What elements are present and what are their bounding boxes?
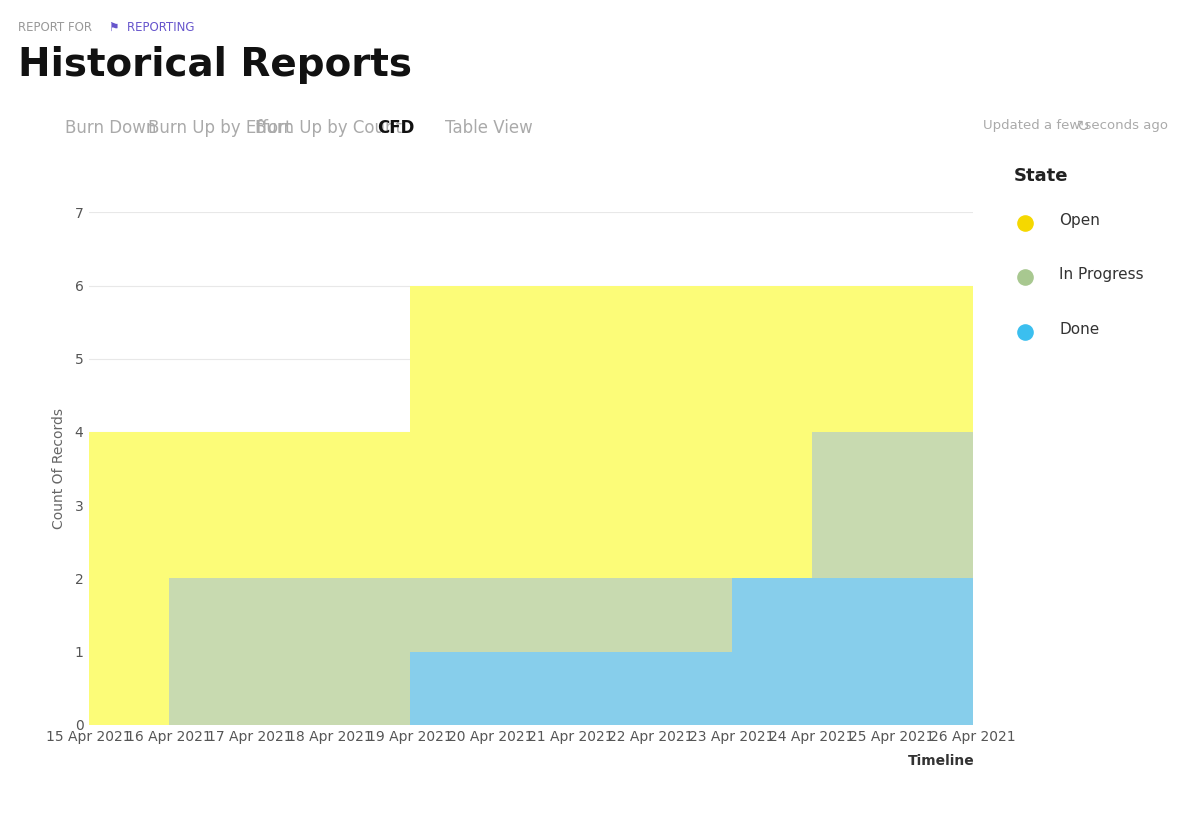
Text: Burn Down: Burn Down — [65, 119, 157, 137]
Point — [1166, 119, 1185, 132]
Text: Burn Up by Count: Burn Up by Count — [255, 119, 402, 137]
Text: ↻: ↻ — [1077, 119, 1090, 134]
Text: State: State — [1014, 167, 1069, 185]
Text: ⚑  REPORTING: ⚑ REPORTING — [109, 21, 195, 34]
Text: In Progress: In Progress — [1059, 267, 1143, 282]
Text: Timeline: Timeline — [908, 754, 975, 768]
Text: Historical Reports: Historical Reports — [18, 46, 412, 84]
Text: Burn Up by Effort: Burn Up by Effort — [148, 119, 292, 137]
Text: CFD: CFD — [377, 119, 415, 137]
Point — [1166, 65, 1185, 78]
Point — [1166, 173, 1185, 187]
Text: REPORT FOR: REPORT FOR — [18, 21, 91, 34]
Text: Updated a few seconds ago: Updated a few seconds ago — [983, 119, 1168, 132]
Text: Done: Done — [1059, 322, 1099, 337]
Text: Table View: Table View — [445, 119, 533, 137]
Y-axis label: Count Of Records: Count Of Records — [52, 408, 66, 529]
Text: Open: Open — [1059, 213, 1099, 228]
